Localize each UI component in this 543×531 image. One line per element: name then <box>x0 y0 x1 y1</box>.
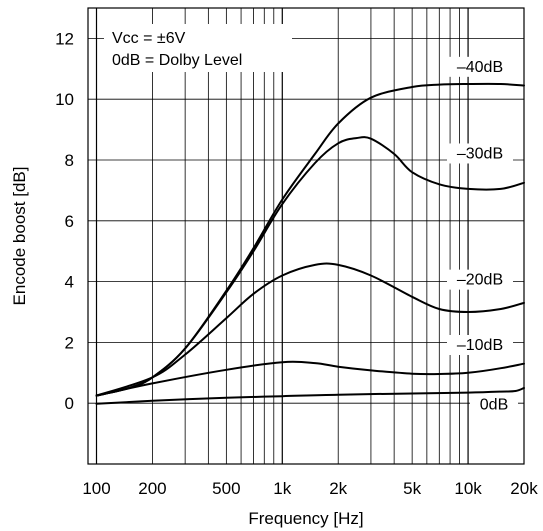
series-label-background <box>447 56 513 77</box>
series-label: –40dB <box>457 59 503 76</box>
x-tick-label: 100 <box>82 479 110 498</box>
curve-minus-20db <box>95 262 525 397</box>
series-label-background <box>470 394 518 415</box>
tick-labels: 100 200 500 1k 2k 5k 10k 20k 0 2 4 6 8 10 12 <box>55 29 538 498</box>
y-tick-label: 10 <box>55 90 74 109</box>
x-tick-label: 20k <box>510 479 538 498</box>
y-tick-label: 0 <box>65 394 74 413</box>
curve-minus-0db <box>95 387 525 405</box>
series-label-background <box>447 143 513 164</box>
x-tick-label: 500 <box>212 479 240 498</box>
curve-minus-30db <box>95 136 525 397</box>
y-tick-label: 2 <box>65 333 74 352</box>
series-label: –10dB <box>457 337 503 354</box>
grid <box>87 8 525 465</box>
curves: –40dB –30dB –20dB –10dB 0dB <box>95 56 525 415</box>
y-tick-label: 4 <box>65 273 74 292</box>
x-tick-label: 5k <box>403 479 421 498</box>
x-tick-label: 10k <box>454 479 482 498</box>
series-label: –20dB <box>457 272 503 289</box>
x-tick-label: 200 <box>138 479 166 498</box>
x-axis-title: Frequency [Hz] <box>248 509 363 528</box>
y-tick-label: 12 <box>55 29 74 48</box>
series-label: –30dB <box>457 145 503 162</box>
series-label-background <box>447 269 513 290</box>
y-tick-label: 8 <box>65 151 74 170</box>
x-tick-label: 1k <box>273 479 291 498</box>
plot-frame <box>87 7 525 465</box>
annotation-vcc: Vcc = ±6V <box>112 30 186 47</box>
series-label: 0dB <box>480 396 508 413</box>
annotation-background <box>104 24 292 72</box>
x-tick-label: 2k <box>329 479 347 498</box>
annotation-dolby-level: 0dB = Dolby Level <box>112 52 242 69</box>
series-label-background <box>447 335 513 355</box>
curve-minus-10db <box>95 360 525 397</box>
y-axis-title: Encode boost [dB] <box>10 167 29 306</box>
y-tick-label: 6 <box>65 212 74 231</box>
